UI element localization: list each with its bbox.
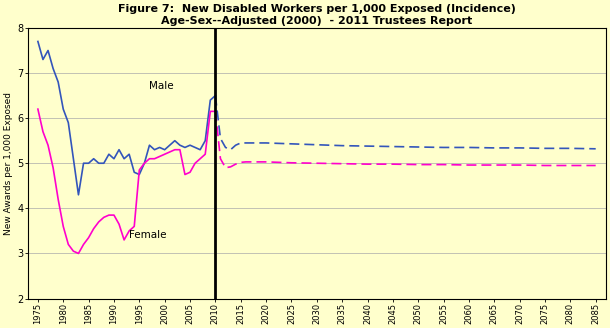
Text: Male: Male	[149, 81, 174, 91]
Title: Figure 7:  New Disabled Workers per 1,000 Exposed (Incidence)
Age-Sex--Adjusted : Figure 7: New Disabled Workers per 1,000…	[118, 4, 515, 26]
Y-axis label: New Awards per 1,000 Exposed: New Awards per 1,000 Exposed	[4, 92, 13, 235]
Text: Female: Female	[129, 230, 167, 240]
